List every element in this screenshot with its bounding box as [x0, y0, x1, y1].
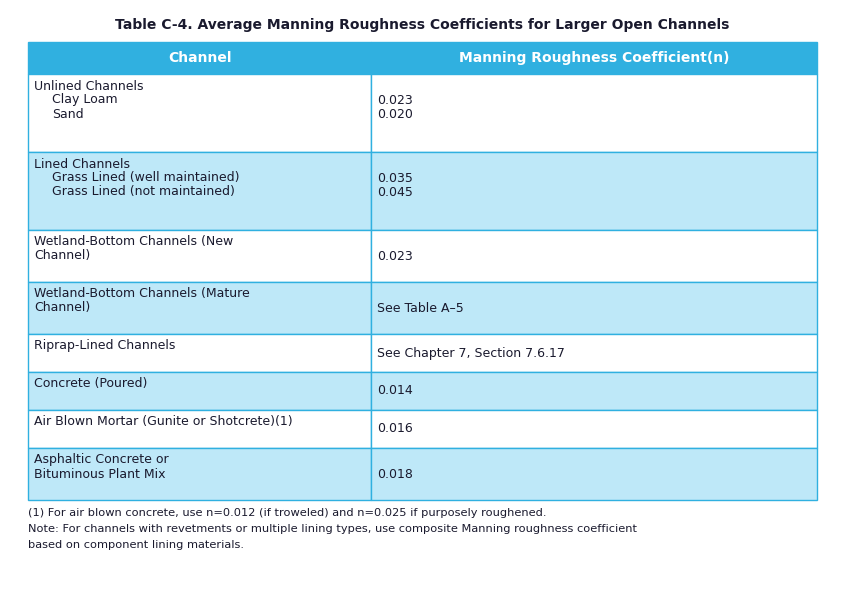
Text: 0.023: 0.023: [376, 93, 413, 107]
Text: Bituminous Plant Mix: Bituminous Plant Mix: [34, 467, 165, 481]
Text: 0.016: 0.016: [376, 422, 413, 436]
Bar: [371, 42, 816, 74]
Bar: [28, 230, 371, 282]
Text: Riprap-Lined Channels: Riprap-Lined Channels: [34, 339, 176, 353]
Bar: [371, 410, 816, 448]
Text: Wetland-Bottom Channels (Mature: Wetland-Bottom Channels (Mature: [34, 287, 250, 301]
Text: 0.045: 0.045: [376, 185, 413, 199]
Text: See Table A–5: See Table A–5: [376, 302, 463, 315]
Text: Unlined Channels: Unlined Channels: [34, 79, 143, 93]
Text: 0.018: 0.018: [376, 467, 413, 481]
Bar: [28, 448, 371, 500]
Bar: [28, 372, 371, 410]
Text: Sand: Sand: [52, 107, 84, 121]
Bar: [371, 74, 816, 152]
Bar: [28, 410, 371, 448]
Bar: [28, 152, 371, 230]
Text: Wetland-Bottom Channels (New: Wetland-Bottom Channels (New: [34, 236, 233, 248]
Text: Clay Loam: Clay Loam: [52, 93, 117, 107]
Text: Channel: Channel: [168, 51, 231, 65]
Bar: [371, 334, 816, 372]
Bar: [371, 372, 816, 410]
Text: Concrete (Poured): Concrete (Poured): [34, 378, 147, 390]
Text: Channel): Channel): [34, 250, 90, 262]
Text: Lined Channels: Lined Channels: [34, 158, 130, 170]
Bar: [371, 230, 816, 282]
Text: 0.020: 0.020: [376, 107, 413, 121]
Bar: [28, 282, 371, 334]
Text: (1) For air blown concrete, use n=0.012 (if troweled) and n=0.025 if purposely r: (1) For air blown concrete, use n=0.012 …: [28, 508, 546, 518]
Text: Grass Lined (well maintained): Grass Lined (well maintained): [52, 171, 239, 184]
Bar: [371, 282, 816, 334]
Bar: [28, 334, 371, 372]
Text: Asphaltic Concrete or: Asphaltic Concrete or: [34, 453, 169, 467]
Text: 0.014: 0.014: [376, 384, 413, 398]
Text: Channel): Channel): [34, 302, 90, 315]
Text: See Chapter 7, Section 7.6.17: See Chapter 7, Section 7.6.17: [376, 347, 565, 359]
Text: Grass Lined (not maintained): Grass Lined (not maintained): [52, 185, 235, 199]
Bar: [371, 152, 816, 230]
Text: Table C-4. Average Manning Roughness Coefficients for Larger Open Channels: Table C-4. Average Manning Roughness Coe…: [115, 18, 729, 32]
Bar: [28, 74, 371, 152]
Bar: [28, 42, 371, 74]
Text: based on component lining materials.: based on component lining materials.: [28, 540, 244, 550]
Text: 0.023: 0.023: [376, 250, 413, 262]
Text: Manning Roughness Coefficient(n): Manning Roughness Coefficient(n): [458, 51, 728, 65]
Bar: [371, 448, 816, 500]
Text: 0.035: 0.035: [376, 171, 413, 184]
Text: Air Blown Mortar (Gunite or Shotcrete)(1): Air Blown Mortar (Gunite or Shotcrete)(1…: [34, 416, 292, 428]
Text: Note: For channels with revetments or multiple lining types, use composite Manni: Note: For channels with revetments or mu…: [28, 524, 636, 534]
